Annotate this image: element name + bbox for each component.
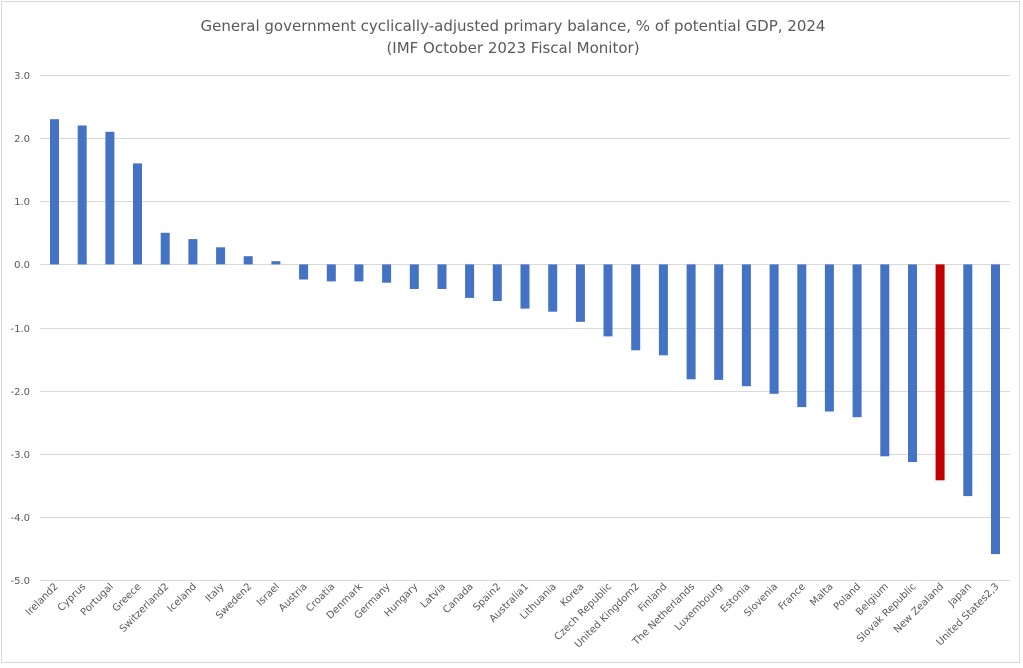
bar-hungary: [409, 264, 419, 289]
y-tick-label: -1.0: [10, 324, 30, 335]
bar-sweden2: [243, 256, 253, 265]
bar-united-kingdom2: [631, 264, 641, 351]
chart-title: General government cyclically-adjusted p…: [201, 17, 826, 35]
bar-finland: [658, 264, 668, 356]
x-axis-labels: Ireland2CyprusPortugalGreeceSwitzerland2…: [24, 581, 1002, 650]
bar-denmark: [354, 264, 364, 282]
bar-japan: [963, 264, 973, 497]
bar-ireland2: [50, 119, 59, 265]
bar-iceland: [188, 239, 198, 265]
bar-cyprus: [77, 125, 87, 265]
bar-czech-republic: [603, 264, 613, 337]
y-tick-label: -2.0: [10, 387, 30, 398]
bar-luxembourg: [714, 264, 724, 380]
x-category-label: New Zealand: [892, 581, 946, 635]
bar-the-netherlands: [686, 264, 696, 380]
y-tick-label: 0.0: [14, 260, 30, 271]
x-category-label: Switzerland2: [118, 581, 172, 635]
bar-israel: [271, 261, 281, 265]
bar-spain2: [492, 264, 502, 301]
bar-malta: [824, 264, 834, 412]
chart-subtitle: (IMF October 2023 Fiscal Monitor): [386, 39, 639, 57]
bar-new-zealand: [935, 264, 945, 481]
bar-greece: [133, 163, 142, 265]
bar-canada: [465, 264, 475, 298]
bar-latvia: [437, 264, 447, 289]
bar-korea: [575, 264, 585, 322]
x-category-label: Iceland: [166, 581, 199, 614]
bar-australia1: [520, 264, 530, 309]
bar-germany: [382, 264, 392, 283]
x-category-label: France: [777, 581, 808, 612]
x-category-label: Canada: [441, 581, 476, 616]
bar-austria: [299, 264, 309, 280]
bar-united-states2-3: [991, 264, 1000, 555]
y-axis-ticks: 3.0 2.0 1.0 0.0 -1.0 -2.0 -3.0 -4.0 -5.0: [10, 71, 30, 587]
bar-poland: [852, 264, 862, 418]
y-tick-label: 2.0: [14, 134, 30, 145]
bar-portugal: [105, 131, 115, 265]
gridlines: [40, 75, 1010, 581]
bar-switzerland2: [160, 232, 170, 265]
bars: [50, 119, 1000, 555]
bar-italy: [216, 247, 226, 265]
bar-estonia: [741, 264, 751, 387]
bar-belgium: [880, 264, 890, 457]
bar-slovak-republic: [908, 264, 917, 462]
bar-lithuania: [548, 264, 558, 312]
bar-croatia: [326, 264, 336, 282]
y-tick-label: -5.0: [10, 576, 30, 587]
y-tick-label: 3.0: [14, 71, 30, 82]
y-tick-label: -4.0: [10, 513, 30, 524]
y-tick-label: -3.0: [10, 450, 30, 461]
x-category-label: Italy: [204, 581, 227, 604]
x-category-label: Austria: [277, 581, 310, 614]
y-tick-label: 1.0: [14, 197, 30, 208]
bar-france: [797, 264, 807, 408]
bar-slovenia: [769, 264, 779, 394]
